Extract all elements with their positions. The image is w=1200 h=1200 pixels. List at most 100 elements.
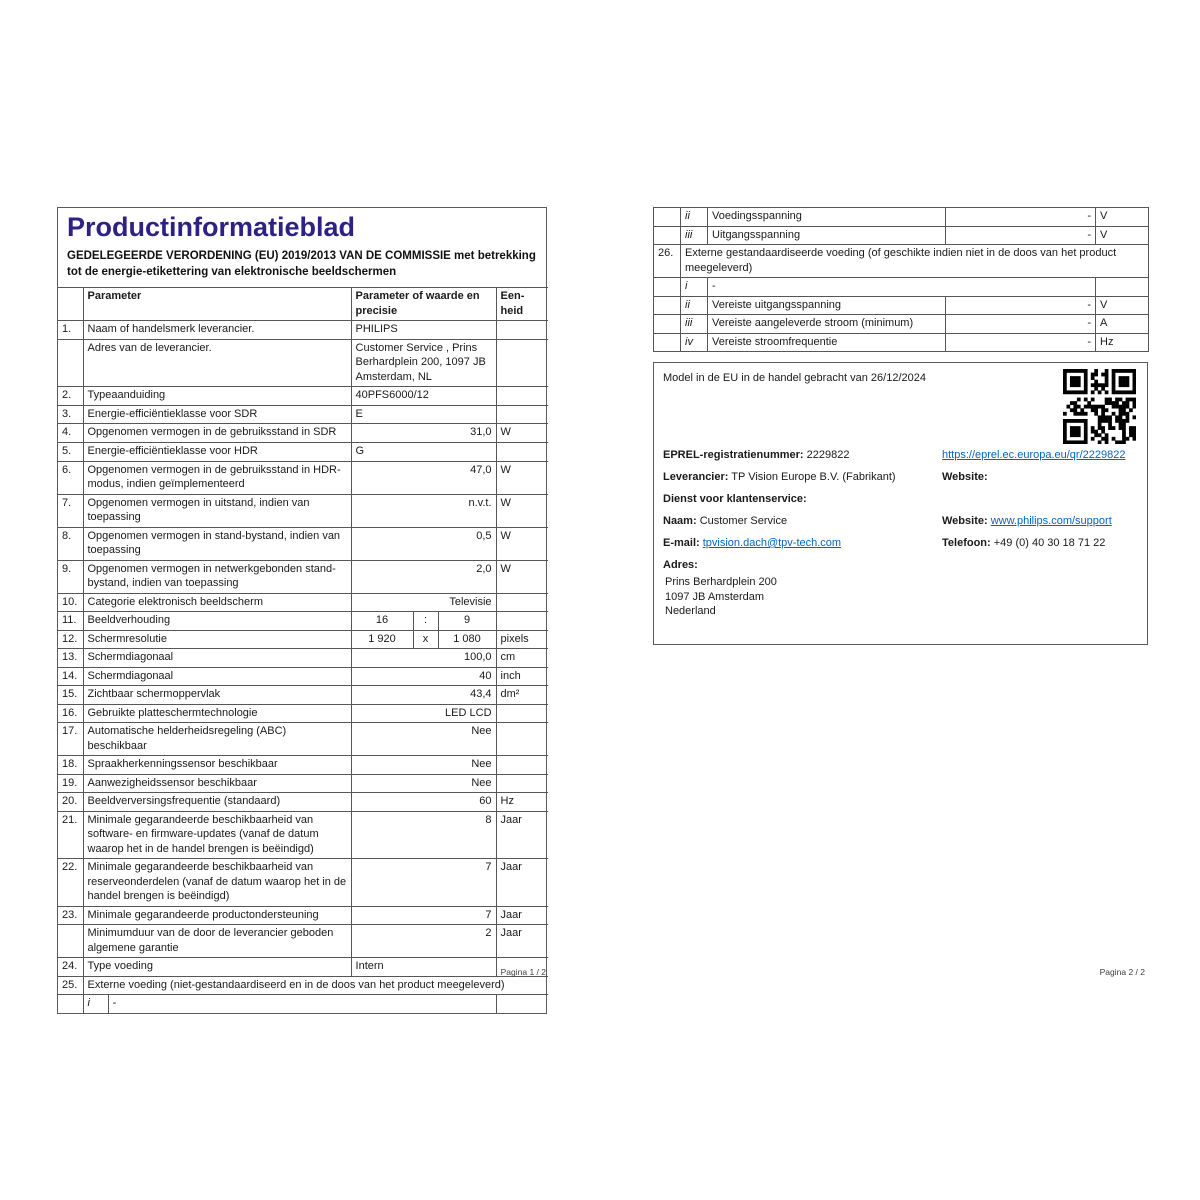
unit-cell [495,773,549,794]
value-cell: 16 [350,611,414,631]
unit-cell: V [1095,225,1149,246]
parameter-cell: Beeldverhouding [82,611,352,631]
unit-cell: A [1095,314,1149,334]
value-cell: LED LCD [350,703,497,724]
row-number-cell: 1. [58,320,84,340]
unit-cell: V [1095,207,1149,227]
row-number-cell [58,338,84,388]
parameter-cell: Zichtbaar schermoppervlak [82,685,352,705]
unit-cell: dm² [495,685,549,705]
row-number-cell: 26. [653,244,681,279]
support-website-link[interactable]: www.philips.com/support [990,514,1112,527]
unit-cell: pixels [495,629,549,650]
value-cell: 40PFS6000/12 [350,386,497,406]
roman-numeral-cell: i [680,277,708,297]
row-number-cell [653,295,681,316]
table-row: ii Voedingsspanning - V [653,207,1149,227]
parameter-cell: Schermresolutie [82,629,352,650]
parameter-cell: Opgenomen vermogen in netwerkgebonden st… [82,559,352,594]
unit-cell [495,994,549,1013]
row-number-cell: 14. [58,666,84,687]
unit-cell: W [495,493,549,528]
value-cell: 7 [350,858,497,907]
parameter-cell: Energie-efficiëntieklasse voor HDR [82,441,352,462]
page1-header: Productinformatieblad GEDELEGEERDE VEROR… [58,208,546,287]
row-number-cell: 8. [58,526,84,561]
value-cell: Televisie [350,592,497,613]
naam-label: Naam: [663,514,697,527]
row-number-cell: 20. [58,792,84,812]
roman-numeral-cell: ii [680,295,708,316]
value-cell: Customer Service , Prins Berhardplein 20… [350,338,497,388]
value-cell: 100,0 [350,648,497,668]
table-row: 17. Automatische helderheidsregeling (ABC… [58,722,549,757]
table-row: 13. Schermdiagonaal 100,0 cm [58,648,549,668]
value-cell: Intern [350,957,497,977]
page-subtitle: GEDELEGEERDE VERORDENING (EU) 2019/2013 … [67,249,536,279]
row-number-cell [58,924,84,959]
unit-cell: Jaar [495,905,549,926]
table-row: 6. Opgenomen vermogen in de gebruiksstand… [58,460,549,495]
table-row: 22. Minimale gegarandeerde beschikbaarhei… [58,858,549,907]
row-number-cell: 25. [58,975,84,996]
parameter-cell: Beeldverversingsfrequentie (standaard) [82,792,352,812]
website-label: Website: [942,471,988,484]
adres-line: 1097 JB Amsterdam [665,590,765,603]
row-number-cell: 18. [58,755,84,775]
adres-line: Prins Berhardplein 200 [665,575,777,588]
leverancier-row: Leverancier: TP Vision Europe B.V. (Fabr… [663,470,1138,485]
eprel-link[interactable]: https://eprel.ec.europa.eu/qr/2229822 [942,449,1126,462]
unit-cell: W [495,423,549,443]
value-cell: 0,5 [350,526,497,561]
row-number-cell: 23. [58,905,84,926]
email-link[interactable]: tpvision.dach@tpv-tech.com [702,536,842,549]
parameter-cell: Opgenomen vermogen in stand-bystand, ind… [82,526,352,561]
unit-cell [495,611,549,631]
value-cell: 47,0 [350,460,497,495]
telefoon-label: Telefoon: [942,536,991,549]
roman-numeral-cell: iii [680,314,708,334]
value-cell: - [945,295,1096,316]
parameter-cell: Aanwezigheidssensor beschikbaar [82,773,352,794]
value-cell: 31,0 [350,423,497,443]
value-cell: Nee [350,722,497,757]
table-header-row: Parameter Parameter of waarde en precisi… [58,287,549,321]
parameter-cell: Schermdiagonaal [82,666,352,687]
naam-value: Customer Service [699,514,788,527]
row-number-cell: 22. [58,858,84,907]
row-number-cell [653,225,681,246]
value-cell: 9 [437,611,497,631]
value-cell: E [350,404,497,425]
row-number-cell: 21. [58,810,84,860]
unit-cell: inch [495,666,549,687]
value-cell: - [707,277,1096,297]
value-cell: - [107,994,497,1013]
model-info-box: Model in de EU in de handel gebracht van… [653,362,1148,646]
eprel-row: EPREL-registratienummer: 2229822 https:/… [663,448,1138,463]
parameter-cell: Energie-efficiëntieklasse voor SDR [82,404,352,425]
table-row: 21. Minimale gegarandeerde beschikbaarhei… [58,810,549,860]
website-empty-col: Website: [942,470,1138,485]
email-field: E-mail: tpvision.dach@tpv-tech.com [663,536,942,551]
eprel-link-col: https://eprel.ec.europa.eu/qr/2229822 [942,448,1138,463]
naam-field: Naam: Customer Service [663,514,942,529]
table-row: 7. Opgenomen vermogen in uitstand, indien… [58,493,549,528]
row-number-cell [653,207,681,227]
table-row: 3. Energie-efficiëntieklasse voor SDR E [58,404,549,425]
parameter-cell: Opgenomen vermogen in de gebruiksstand i… [82,460,352,495]
unit-cell: Jaar [495,924,549,959]
table-row: 5. Energie-efficiëntieklasse voor HDR G [58,441,549,462]
table-row: iii Uitgangsspanning - V [653,225,1149,246]
table-row: 20. Beeldverversingsfrequentie (standaard… [58,792,549,812]
value-separator-cell: x [412,629,439,650]
eprel-label: EPREL-registratienummer: [663,449,804,462]
unit-cell: Hz [1095,332,1149,353]
parameter-cell: Schermdiagonaal [82,648,352,668]
row-number-cell: 3. [58,404,84,425]
row-number-cell: 2. [58,386,84,406]
row-number-cell: 15. [58,685,84,705]
unit-cell: W [495,526,549,561]
unit-cell [495,592,549,613]
table-row: 8. Opgenomen vermogen in stand-bystand, i… [58,526,549,561]
